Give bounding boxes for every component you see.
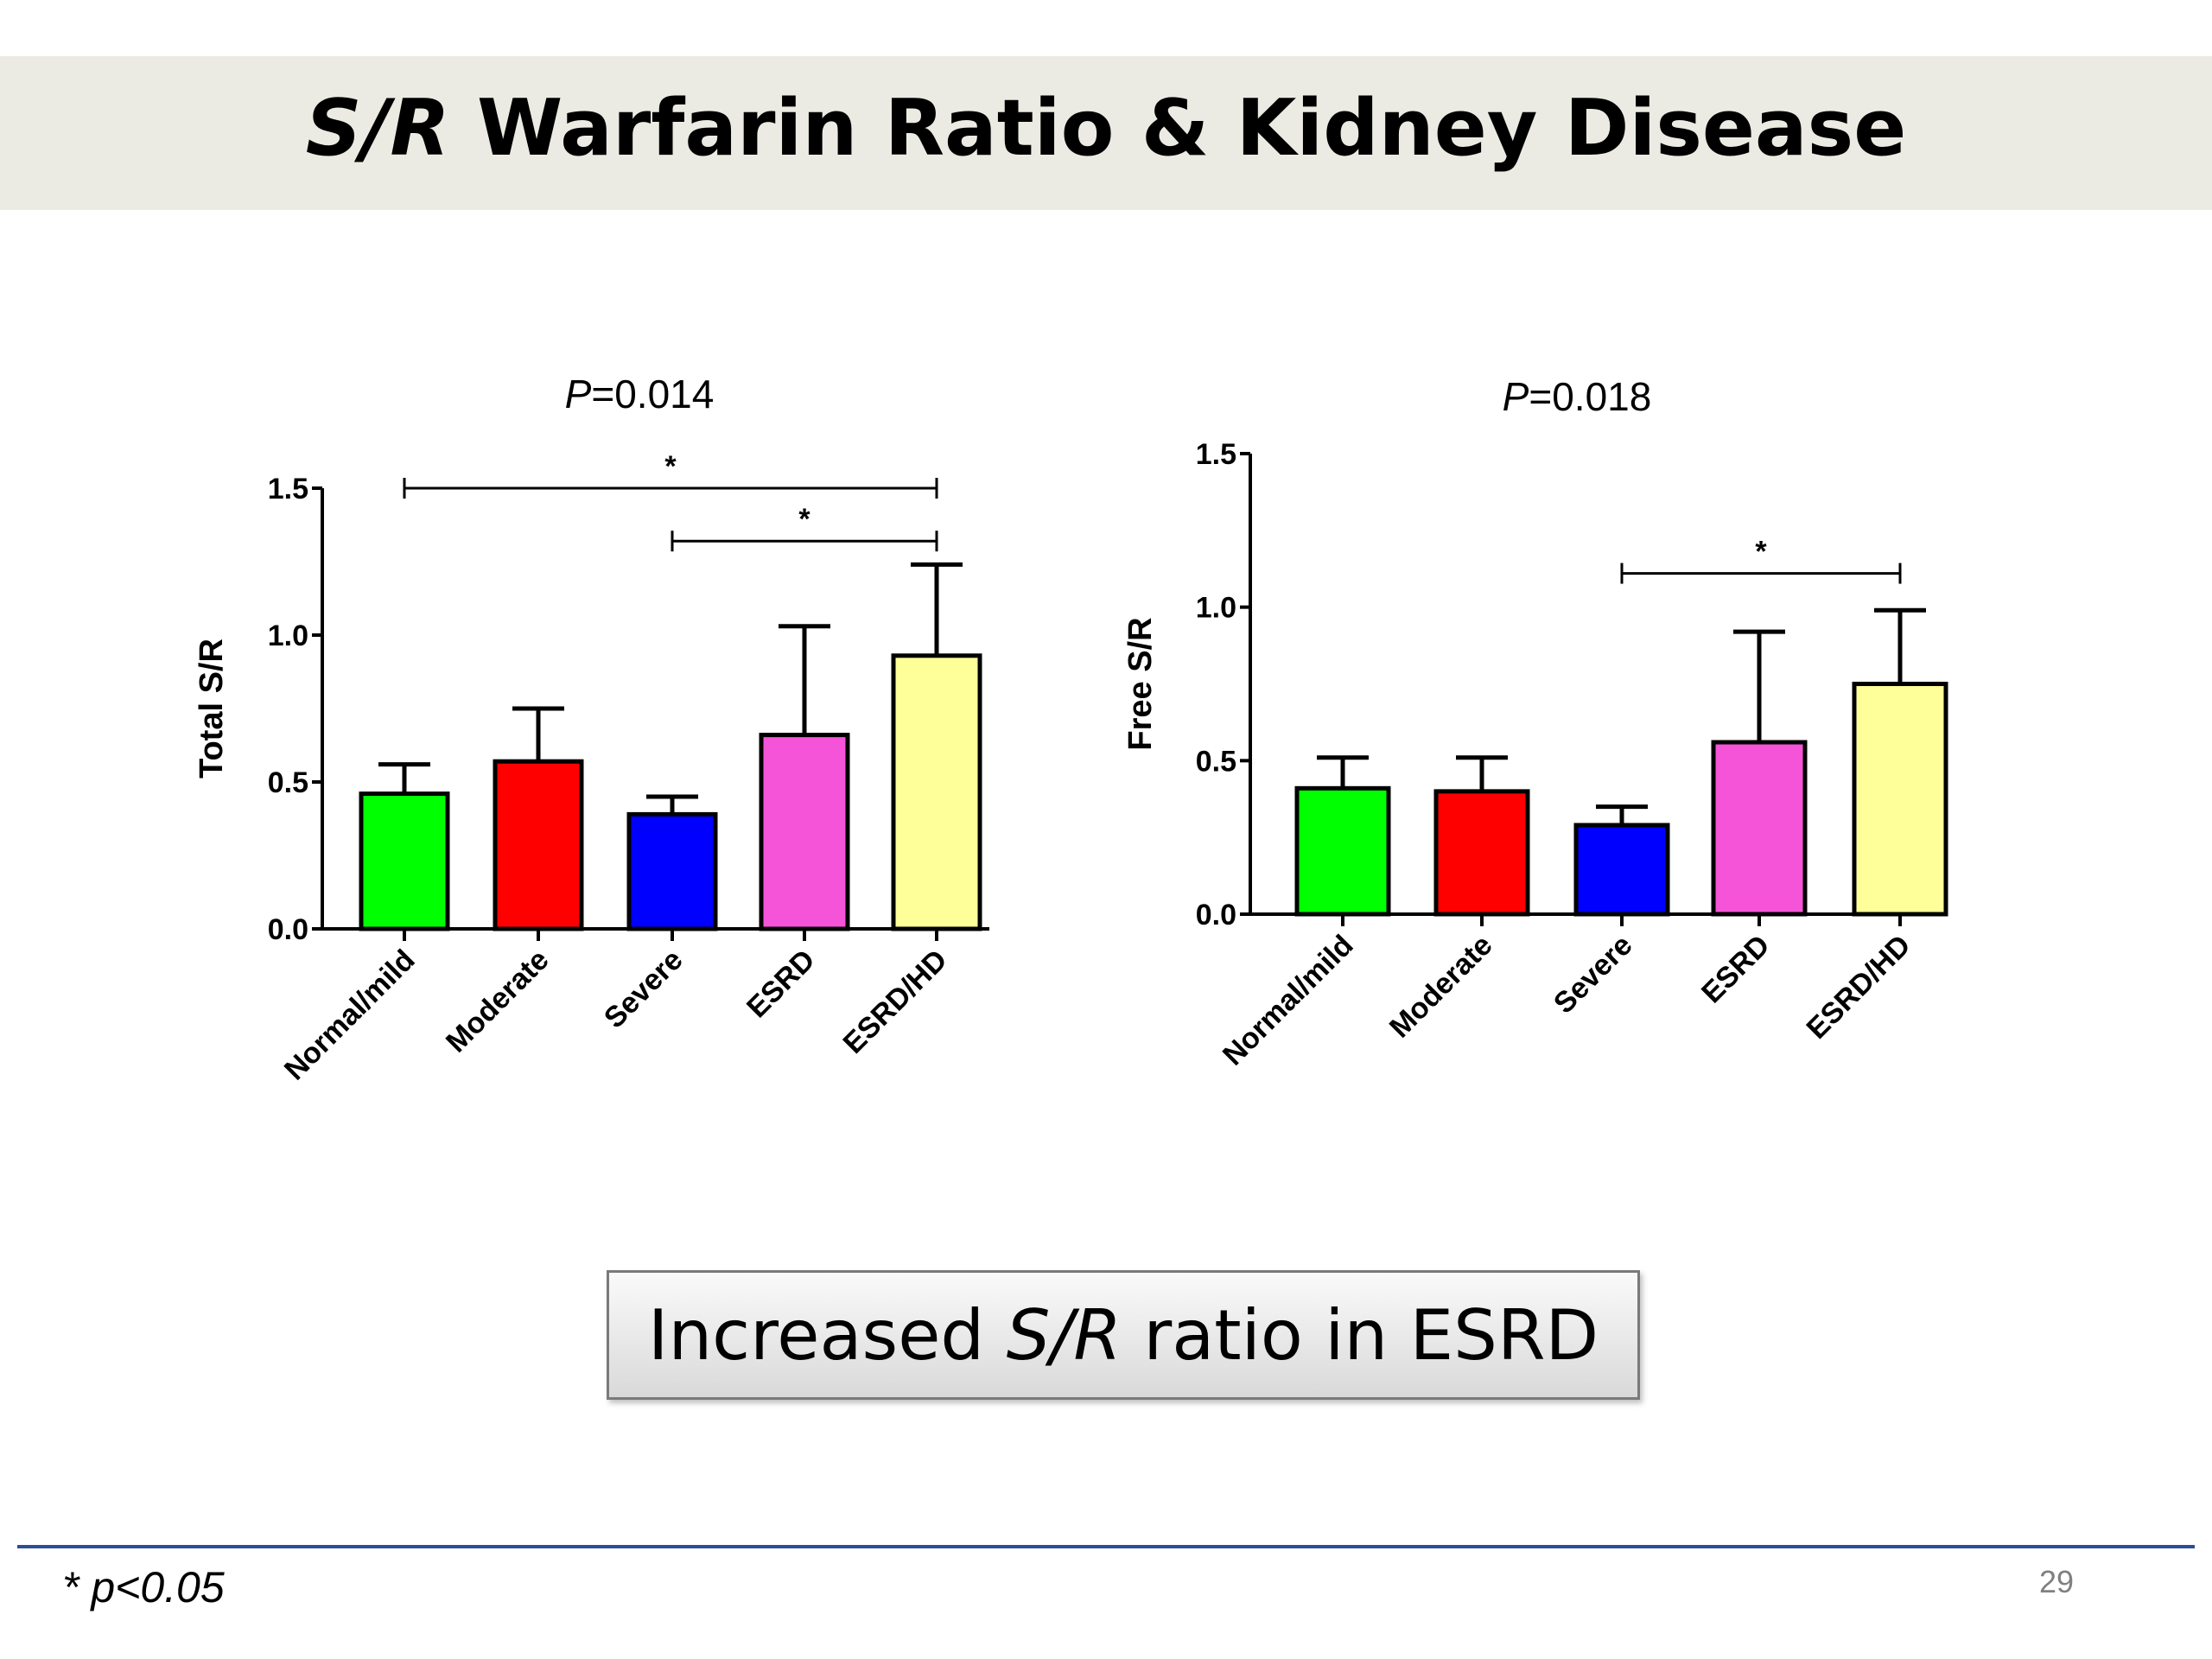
y-tick-label: 1.5: [268, 473, 308, 505]
page-number: 29: [2039, 1564, 2075, 1599]
significance-star: *: [798, 503, 810, 536]
y-tick-label: 0.5: [268, 766, 308, 799]
significance-star: *: [1755, 536, 1767, 569]
x-tick-label: ESRD: [741, 944, 822, 1025]
x-tick-label: ESRD/HD: [1801, 929, 1917, 1046]
y-tick-label: 1.0: [1196, 592, 1236, 625]
x-tick-label: Moderate: [440, 944, 556, 1059]
bar-severe: [1573, 823, 1670, 917]
chart-title: P=0.018: [1503, 374, 1652, 419]
free-sr-chart: P=0.018 Free S/R 0.0 0.5 1.0 1.5 Normal/mild Mo…: [1122, 374, 1948, 1072]
significance-footnote: * p<0.05: [62, 1563, 225, 1611]
bar-esrd-hd: [891, 653, 982, 931]
footer-rule: [17, 1545, 2195, 1548]
slide-title-italic: S/R: [305, 83, 450, 174]
bar-esrd: [759, 733, 850, 931]
x-tick-label: Severe: [1548, 929, 1639, 1020]
x-tick-label: Severe: [598, 944, 690, 1035]
bar-normal-mild: [1294, 785, 1391, 917]
callout-text-post: ratio in ESRD: [1121, 1294, 1599, 1376]
bar-esrd-hd: [1852, 682, 1948, 917]
callout-text-pre: Increased: [647, 1294, 1007, 1376]
title-band: [0, 56, 2212, 210]
x-tick-label: ESRD: [1695, 929, 1777, 1010]
chart-title-p: P: [1503, 374, 1529, 419]
x-tick-label: Moderate: [1383, 929, 1499, 1045]
bar-severe: [626, 811, 718, 931]
y-axis-label: Total S/R: [194, 639, 230, 779]
y-axis-label: Free S/R: [1122, 617, 1159, 750]
chart-title-value: =0.018: [1529, 374, 1651, 419]
y-tick-label: 1.0: [268, 620, 308, 652]
significance-star: *: [664, 450, 677, 483]
y-tick-label: 1.5: [1196, 438, 1236, 471]
bar-normal-mild: [359, 791, 450, 931]
y-tick-label: 0.0: [1196, 899, 1236, 931]
x-tick-label: Normal/mild: [278, 944, 422, 1087]
conclusion-callout: Increased S/R ratio in ESRD: [607, 1270, 1640, 1400]
y-tick-label: 0.0: [268, 913, 308, 946]
chart-title: P=0.014: [565, 372, 715, 416]
chart-title-value: =0.014: [591, 372, 714, 416]
bar-esrd: [1711, 740, 1808, 917]
y-tick-label: 0.5: [1196, 745, 1236, 778]
chart-title-p: P: [565, 372, 592, 416]
x-tick-label: Normal/mild: [1217, 929, 1360, 1072]
bar-moderate: [493, 759, 584, 931]
callout-text-italic: S/R: [1006, 1294, 1122, 1376]
bar-moderate: [1433, 789, 1530, 917]
slide-title-text: Warfarin Ratio & Kidney Disease: [449, 83, 1907, 174]
x-tick-label: ESRD/HD: [837, 944, 954, 1060]
total-sr-chart: P=0.014 Total S/R 0.0 0.5 1.0 1.5 Normal/mild M…: [194, 372, 989, 1087]
slide-title: S/R Warfarin Ratio & Kidney Disease: [0, 82, 2212, 175]
